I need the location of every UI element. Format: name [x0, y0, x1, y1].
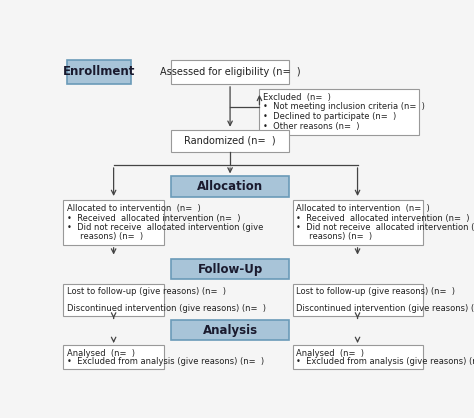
FancyBboxPatch shape — [171, 259, 289, 279]
FancyBboxPatch shape — [66, 60, 131, 84]
Text: Allocated to intervention  (n=  ): Allocated to intervention (n= ) — [66, 204, 201, 213]
FancyBboxPatch shape — [171, 60, 289, 84]
Text: Allocation: Allocation — [197, 180, 263, 193]
Text: Lost to follow-up (give reasons) (n=  ): Lost to follow-up (give reasons) (n= ) — [66, 287, 226, 296]
Text: Assessed for eligibility (n=  ): Assessed for eligibility (n= ) — [160, 67, 301, 77]
Text: •  Did not receive  allocated intervention (give: • Did not receive allocated intervention… — [296, 223, 474, 232]
Text: •  Declined to participate (n=  ): • Declined to participate (n= ) — [263, 112, 396, 121]
FancyBboxPatch shape — [171, 320, 289, 341]
Text: reasons) (n=  ): reasons) (n= ) — [296, 232, 372, 241]
Text: •  Not meeting inclusion criteria (n=  ): • Not meeting inclusion criteria (n= ) — [263, 102, 425, 111]
Text: Allocated to intervention  (n=  ): Allocated to intervention (n= ) — [296, 204, 430, 213]
Text: Lost to follow-up (give reasons) (n=  ): Lost to follow-up (give reasons) (n= ) — [296, 287, 455, 296]
Text: Enrollment: Enrollment — [63, 65, 135, 79]
Text: Randomized (n=  ): Randomized (n= ) — [184, 135, 276, 145]
FancyBboxPatch shape — [292, 201, 423, 245]
FancyBboxPatch shape — [292, 283, 423, 316]
Text: reasons) (n=  ): reasons) (n= ) — [66, 232, 143, 241]
Text: •  Received  allocated intervention (n=  ): • Received allocated intervention (n= ) — [66, 214, 240, 222]
Text: •  Did not receive  allocated intervention (give: • Did not receive allocated intervention… — [66, 223, 263, 232]
Text: •  Excluded from analysis (give reasons) (n=  ): • Excluded from analysis (give reasons) … — [66, 357, 264, 366]
FancyBboxPatch shape — [171, 130, 289, 152]
Text: Analysed  (n=  ): Analysed (n= ) — [296, 349, 364, 357]
FancyBboxPatch shape — [63, 201, 164, 245]
FancyBboxPatch shape — [259, 89, 419, 135]
FancyBboxPatch shape — [63, 345, 164, 369]
Text: Discontinued intervention (give reasons) (n=  ): Discontinued intervention (give reasons)… — [66, 304, 265, 313]
Text: Follow-Up: Follow-Up — [198, 263, 263, 276]
Text: •  Excluded from analysis (give reasons) (n=  ): • Excluded from analysis (give reasons) … — [296, 357, 474, 366]
FancyBboxPatch shape — [292, 345, 423, 369]
Text: Analysed  (n=  ): Analysed (n= ) — [66, 349, 135, 357]
FancyBboxPatch shape — [171, 176, 289, 196]
Text: •  Received  allocated intervention (n=  ): • Received allocated intervention (n= ) — [296, 214, 470, 222]
Text: Excluded  (n=  ): Excluded (n= ) — [263, 93, 331, 102]
Text: •  Other reasons (n=  ): • Other reasons (n= ) — [263, 122, 360, 131]
Text: Analysis: Analysis — [202, 324, 258, 337]
Text: Discontinued intervention (give reasons) (n=  ): Discontinued intervention (give reasons)… — [296, 304, 474, 313]
FancyBboxPatch shape — [63, 283, 164, 316]
